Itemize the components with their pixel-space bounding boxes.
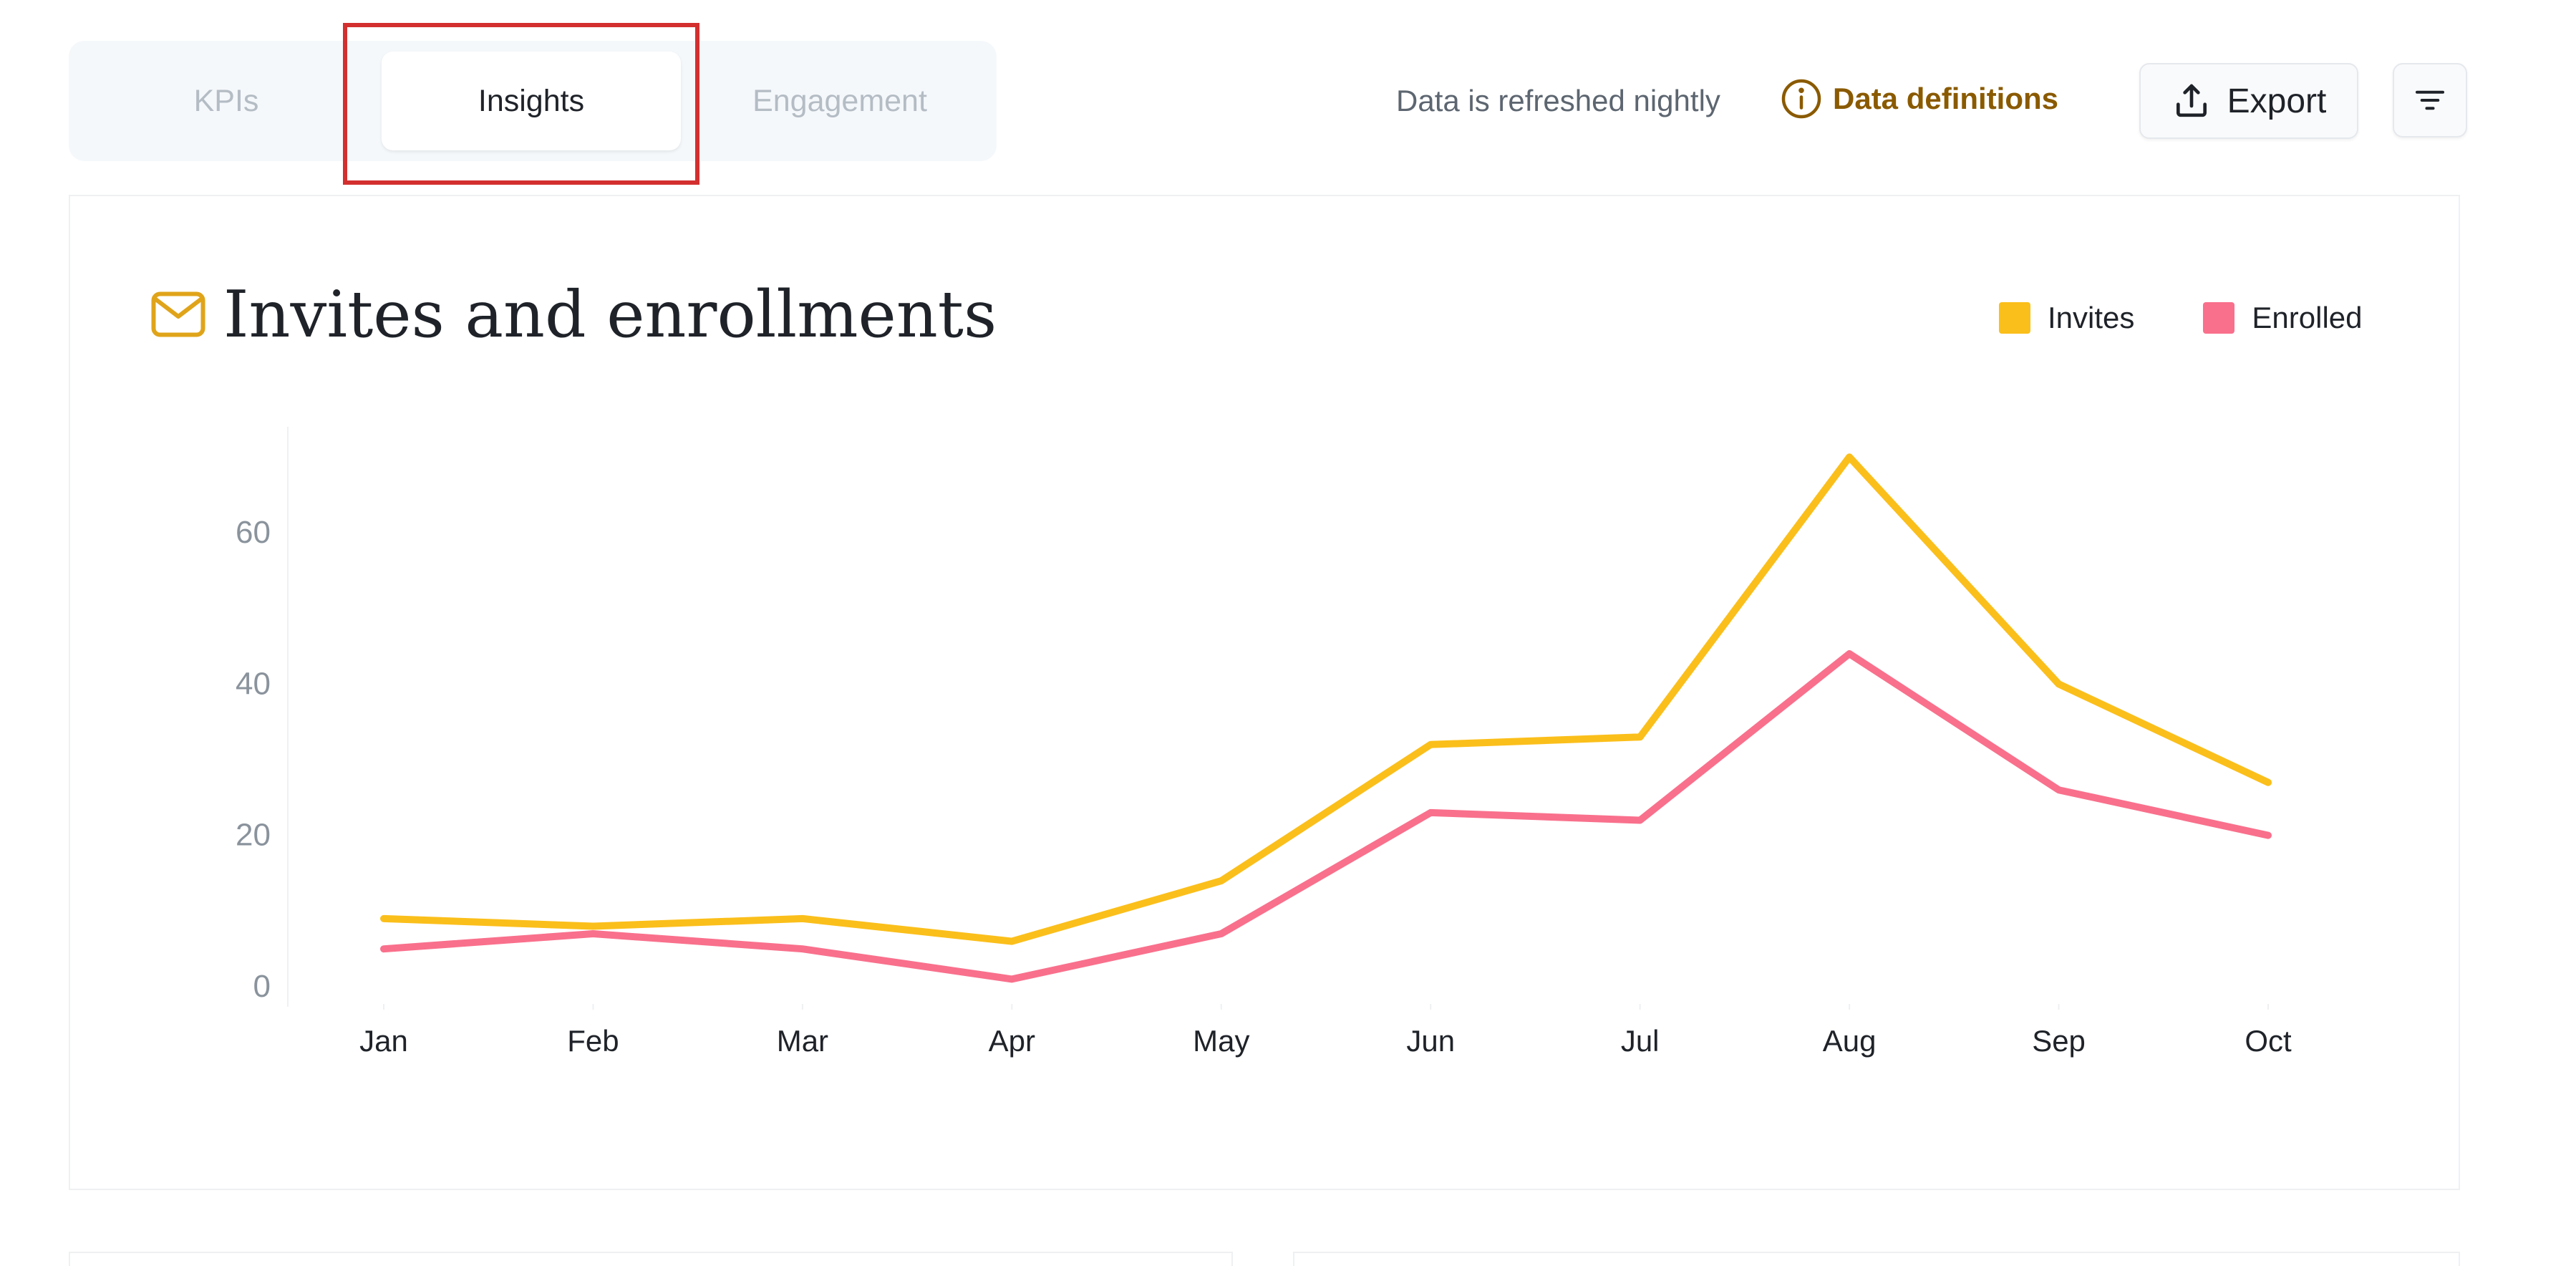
x-tick-label: Feb [567, 1024, 619, 1058]
next-card-left [69, 1252, 1233, 1266]
tab-bar: KPIs Insights Engagement [69, 41, 997, 161]
x-tick-label: Sep [2032, 1024, 2086, 1058]
export-button[interactable]: Export [2139, 63, 2358, 139]
data-definitions-label: Data definitions [1833, 82, 2059, 115]
chart-title: Invites and enrollments [223, 277, 997, 352]
y-tick-label: 60 [236, 515, 271, 550]
tab-engagement[interactable]: Engagement [752, 83, 927, 118]
export-label: Export [2227, 82, 2327, 120]
legend-swatch-enrolled [2203, 302, 2235, 334]
mail-icon [151, 291, 205, 337]
refresh-note: Data is refreshed nightly [1396, 84, 1720, 117]
y-tick-label: 40 [236, 666, 271, 701]
legend-label-invites: Invites [2048, 301, 2135, 334]
legend-item-enrolled[interactable]: Enrolled [2203, 301, 2363, 335]
chart-card [69, 195, 2460, 1190]
tab-insights[interactable]: Insights [382, 52, 681, 150]
series-line-invites [380, 453, 2272, 945]
y-tick-label: 20 [236, 818, 271, 853]
x-tick-label: Jul [1621, 1024, 1660, 1058]
upload-icon [2176, 84, 2207, 117]
x-tick-label: Jan [359, 1024, 408, 1058]
x-tick-label: Jun [1406, 1024, 1455, 1058]
x-tick-label: May [1193, 1024, 1249, 1058]
tab-kpis[interactable]: KPIs [193, 83, 259, 118]
chart-legend: Invites Enrolled [1999, 301, 2363, 335]
filter-button[interactable] [2393, 63, 2467, 137]
x-tick-label: Mar [777, 1024, 828, 1058]
x-tick-label: Oct [2245, 1024, 2292, 1058]
info-circle-icon [1781, 79, 1821, 119]
y-tick-label: 0 [253, 969, 271, 1004]
series-line-enrolled [380, 650, 2272, 983]
data-definitions-link[interactable]: Data definitions [1780, 77, 2058, 120]
x-tick-label: Aug [1823, 1024, 1877, 1058]
legend-label-enrolled: Enrolled [2252, 301, 2363, 334]
legend-item-invites[interactable]: Invites [1999, 301, 2134, 335]
legend-swatch-invites [1999, 302, 2030, 334]
next-card-right [1293, 1252, 2460, 1266]
filter-lines-icon [2415, 90, 2445, 110]
x-tick-label: Apr [989, 1024, 1035, 1058]
